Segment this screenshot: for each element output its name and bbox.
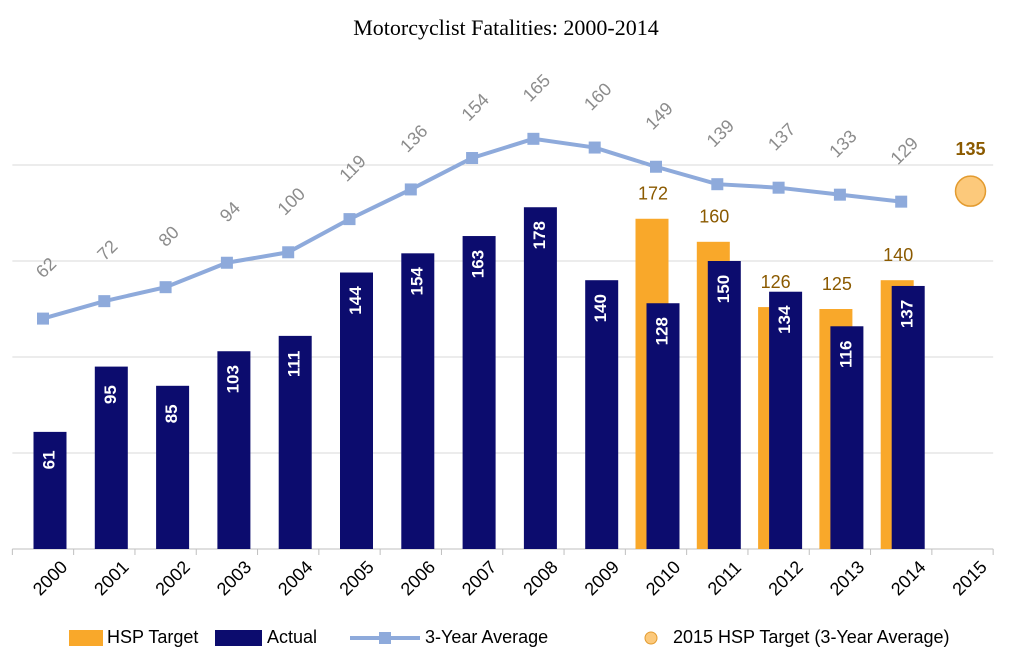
data-label: 178 — [530, 221, 549, 249]
data-label: 144 — [346, 286, 365, 315]
data-label: 61 — [39, 450, 58, 469]
x-tick-label: 2005 — [335, 557, 377, 599]
line-marker — [343, 213, 356, 226]
x-tick-label: 2001 — [90, 557, 132, 599]
line-marker — [159, 281, 172, 294]
data-label: 129 — [887, 133, 922, 168]
data-label: 160 — [699, 207, 729, 227]
legend-swatch — [379, 632, 391, 644]
line-marker — [282, 246, 295, 259]
x-tick-label: 2000 — [29, 557, 71, 599]
line-marker — [772, 181, 785, 194]
legend-label: 2015 HSP Target (3-Year Average) — [673, 627, 950, 647]
bar — [278, 335, 312, 549]
x-tick-label: 2013 — [826, 557, 868, 599]
line-marker — [588, 141, 601, 154]
data-label: 128 — [652, 317, 671, 345]
data-label: 80 — [155, 222, 183, 250]
data-label: 119 — [335, 151, 369, 185]
x-tick-label: 2010 — [642, 557, 684, 599]
line-marker — [527, 132, 540, 145]
bar — [340, 272, 373, 549]
x-tick-label: 2002 — [151, 557, 193, 599]
bar — [707, 261, 741, 549]
data-label: 137 — [898, 300, 917, 328]
x-tick-label: 2006 — [397, 557, 439, 599]
data-label: 139 — [703, 116, 738, 151]
bar — [401, 253, 435, 549]
legend-swatch — [69, 630, 103, 646]
legend-label: Actual — [267, 627, 317, 647]
legend-swatch — [644, 631, 658, 645]
x-tick-label: 2004 — [274, 557, 316, 599]
data-label: 95 — [101, 385, 120, 404]
data-label: 126 — [761, 272, 791, 292]
bar — [830, 326, 864, 549]
bar — [33, 431, 67, 549]
data-label: 140 — [883, 245, 913, 265]
data-label: 103 — [223, 365, 242, 393]
bar — [891, 285, 925, 549]
line-marker — [833, 188, 846, 201]
chart-title: Motorcyclist Fatalities: 2000-2014 — [353, 15, 659, 40]
x-tick-label: 2012 — [764, 557, 806, 599]
data-label: 133 — [825, 126, 860, 161]
bar — [217, 351, 251, 549]
bar — [769, 291, 803, 549]
data-label: 163 — [469, 250, 488, 278]
data-label: 136 — [396, 121, 431, 156]
data-label: 140 — [591, 294, 610, 322]
x-tick-label: 2014 — [887, 557, 929, 599]
x-tick-label: 2009 — [581, 557, 623, 599]
bar — [94, 366, 128, 549]
data-label: 100 — [274, 184, 309, 219]
data-label: 150 — [714, 275, 733, 303]
legend-swatch — [215, 630, 262, 646]
line-marker — [466, 152, 479, 165]
bar — [156, 385, 190, 549]
data-label: 85 — [162, 404, 181, 423]
data-label: 125 — [822, 274, 852, 294]
data-label: 134 — [775, 305, 794, 334]
legend-label: HSP Target — [107, 627, 198, 647]
data-label: 94 — [216, 198, 244, 226]
data-label: 160 — [580, 79, 615, 114]
line-marker — [895, 195, 908, 208]
x-tick-label: 2011 — [704, 557, 746, 599]
data-label: 135 — [955, 139, 985, 159]
bar — [523, 207, 557, 550]
data-label: 154 — [407, 267, 426, 296]
line-marker — [37, 312, 49, 325]
data-label: 149 — [641, 98, 676, 133]
x-tick-label: 2008 — [519, 557, 561, 599]
data-label: 62 — [32, 254, 60, 282]
line-marker — [711, 178, 724, 191]
bar — [585, 280, 619, 549]
line-marker — [220, 256, 233, 269]
line-marker — [650, 160, 662, 173]
bar — [646, 303, 680, 549]
data-label: 72 — [93, 236, 121, 264]
line-marker — [98, 295, 111, 308]
line-marker — [404, 183, 417, 196]
data-label: 165 — [519, 70, 554, 105]
x-tick-label: 2003 — [213, 557, 255, 599]
bar — [462, 236, 496, 550]
target-point — [954, 175, 987, 207]
data-label: 111 — [285, 351, 304, 378]
data-label: 154 — [458, 89, 493, 124]
x-tick-label: 2015 — [948, 557, 990, 599]
x-tick-label: 2007 — [458, 557, 500, 599]
data-label: 137 — [764, 119, 799, 154]
data-label: 116 — [836, 341, 855, 368]
data-label: 172 — [638, 184, 668, 204]
legend-label: 3-Year Average — [425, 627, 548, 647]
